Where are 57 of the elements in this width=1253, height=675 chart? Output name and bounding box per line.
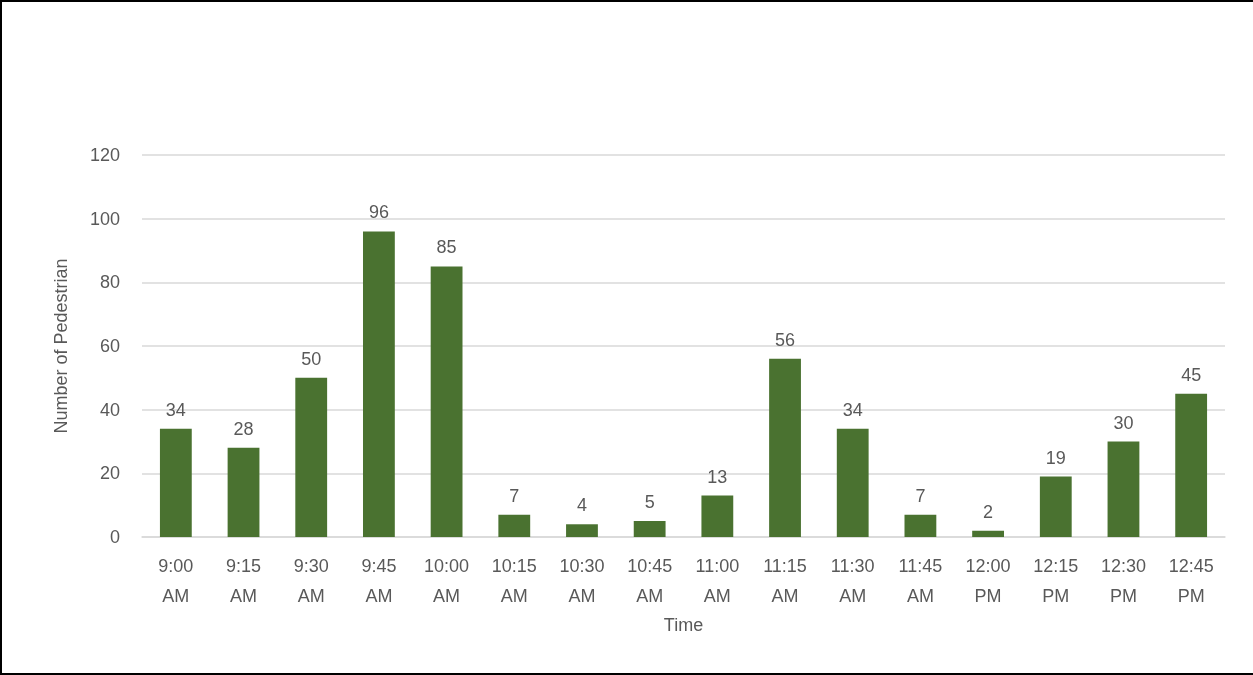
bar xyxy=(159,428,192,537)
data-label: 85 xyxy=(436,237,457,258)
x-tick-label: 11:45 AM xyxy=(898,556,943,606)
y-tick-label: 0 xyxy=(109,527,120,547)
data-label: 2 xyxy=(983,501,994,522)
bar xyxy=(1039,476,1072,537)
data-label: 4 xyxy=(576,495,587,516)
bar xyxy=(1107,441,1140,537)
y-tick-label: 20 xyxy=(99,463,120,484)
y-tick-label: 40 xyxy=(99,399,120,420)
data-label: 96 xyxy=(368,202,389,223)
x-tick-label: 10:00 AM xyxy=(424,556,470,606)
x-tick-label: 12:45 PM xyxy=(1168,556,1214,606)
data-label: 13 xyxy=(707,466,728,487)
bar xyxy=(566,524,598,537)
y-tick-label: 120 xyxy=(89,145,120,165)
bar xyxy=(1175,393,1208,537)
bar xyxy=(769,358,801,537)
bar xyxy=(295,377,328,537)
x-tick-label: 9:30 AM xyxy=(293,556,329,606)
x-tick-label: 10:15 AM xyxy=(491,556,537,606)
x-tick-label: 12:00 PM xyxy=(965,556,1011,606)
data-label: 56 xyxy=(775,329,796,350)
bar xyxy=(363,231,395,537)
y-tick-label: 100 xyxy=(89,208,120,229)
data-label: 30 xyxy=(1113,412,1134,433)
bar xyxy=(701,495,734,537)
data-label: 28 xyxy=(233,418,254,439)
x-tick-label: 9:15 AM xyxy=(226,556,262,606)
x-tick-label: 11:00 AM xyxy=(695,556,740,606)
x-tick-label: 9:00 AM xyxy=(158,556,194,606)
data-label: 7 xyxy=(915,485,926,506)
data-label: 19 xyxy=(1045,447,1066,468)
y-axis-title: Number of Pedestrian xyxy=(51,258,71,434)
bar xyxy=(633,521,666,537)
y-tick-label: 80 xyxy=(99,272,120,293)
bar xyxy=(430,266,463,537)
x-tick-label: 12:30 PM xyxy=(1100,556,1146,606)
x-tick-label: 11:30 AM xyxy=(830,556,875,606)
x-tick-label: 12:15 PM xyxy=(1033,556,1079,606)
data-label: 5 xyxy=(644,492,655,513)
bar xyxy=(836,428,869,537)
x-tick-label: 9:45 AM xyxy=(361,556,397,606)
x-tick-label: 11:15 AM xyxy=(763,556,807,606)
x-tick-label: 10:45 AM xyxy=(627,556,673,606)
x-axis-title: Time xyxy=(663,614,704,635)
bar xyxy=(904,514,937,537)
y-tick-label: 60 xyxy=(99,336,120,356)
data-label: 50 xyxy=(301,348,322,369)
data-label: 34 xyxy=(842,399,863,420)
bar xyxy=(227,447,260,537)
data-label: 34 xyxy=(165,399,186,420)
bar xyxy=(972,530,1004,537)
data-label: 45 xyxy=(1181,364,1202,385)
x-tick-label: 10:30 AM xyxy=(559,556,605,606)
data-label: 7 xyxy=(509,485,520,506)
bar xyxy=(498,514,531,537)
